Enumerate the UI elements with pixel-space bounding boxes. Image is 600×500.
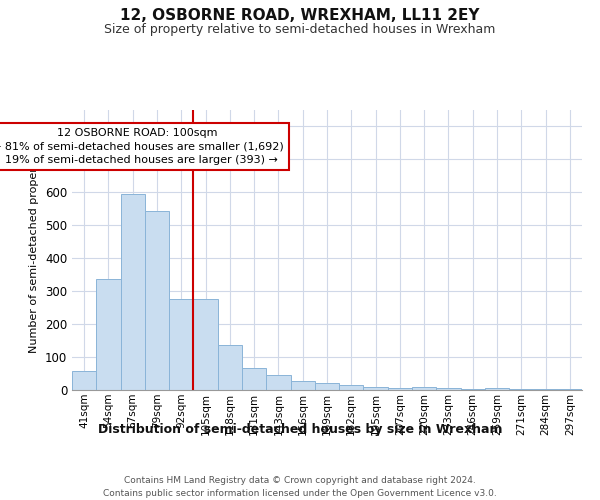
Bar	[96, 278, 121, 390]
Bar	[388, 388, 412, 390]
Bar	[436, 388, 461, 390]
Bar	[364, 388, 388, 390]
Text: 12, OSBORNE ROAD, WREXHAM, LL11 2EY: 12, OSBORNE ROAD, WREXHAM, LL11 2EY	[120, 8, 480, 22]
Y-axis label: Number of semi-detached properties: Number of semi-detached properties	[29, 147, 40, 353]
Bar	[290, 381, 315, 390]
Bar	[193, 300, 218, 390]
Bar	[266, 375, 290, 390]
Bar	[242, 368, 266, 390]
Bar	[412, 387, 436, 390]
Bar	[169, 300, 193, 390]
Bar	[145, 212, 169, 390]
Bar	[315, 384, 339, 390]
Bar	[485, 388, 509, 390]
Bar	[218, 345, 242, 390]
Text: Distribution of semi-detached houses by size in Wrexham: Distribution of semi-detached houses by …	[98, 422, 502, 436]
Text: Contains public sector information licensed under the Open Government Licence v3: Contains public sector information licen…	[103, 489, 497, 498]
Text: Size of property relative to semi-detached houses in Wrexham: Size of property relative to semi-detach…	[104, 22, 496, 36]
Bar	[339, 386, 364, 390]
Bar	[121, 194, 145, 390]
Text: Contains HM Land Registry data © Crown copyright and database right 2024.: Contains HM Land Registry data © Crown c…	[124, 476, 476, 485]
Bar	[72, 371, 96, 390]
Text: 12 OSBORNE ROAD: 100sqm
← 81% of semi-detached houses are smaller (1,692)
  19% : 12 OSBORNE ROAD: 100sqm ← 81% of semi-de…	[0, 128, 283, 164]
